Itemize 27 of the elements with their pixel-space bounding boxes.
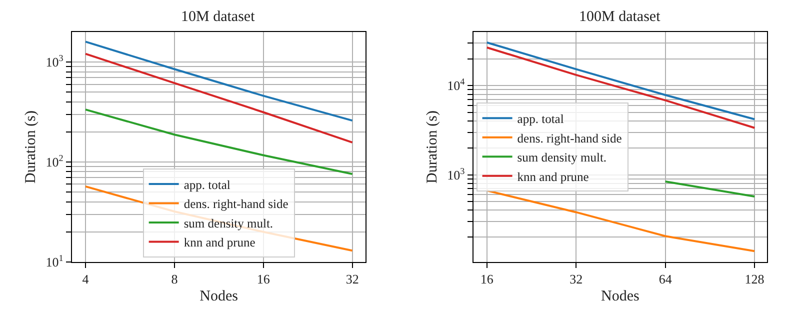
x-tick-label: 32: [570, 272, 583, 287]
y-tick-label: 10$^{1}$: [46, 253, 64, 270]
legend-label: dens. right-hand side: [517, 131, 622, 146]
x-tick-label: 8: [171, 272, 178, 287]
x-tick-label: 16: [480, 272, 494, 287]
y-axis-title: Duration (s): [23, 110, 40, 184]
legend-label: knn and prune: [517, 170, 590, 184]
y-tick-label: 10$^{2}$: [46, 153, 64, 170]
x-tick-label: 16: [256, 272, 270, 287]
x-tick-label: 32: [346, 272, 359, 287]
y-tick-label: 10$^{3}$: [46, 53, 64, 70]
y-axis-title: Duration (s): [424, 110, 440, 184]
chart-title: 10M dataset: [181, 9, 256, 25]
legend-label: knn and prune: [184, 236, 256, 250]
x-axis-title: Nodes: [601, 288, 640, 305]
y-tick-label: 10$^{4}$: [447, 76, 466, 94]
x-tick-label: 128: [744, 272, 764, 287]
legend-label: app. total: [184, 178, 231, 192]
x-tick-label: 4: [82, 272, 90, 287]
chart-title: 100M dataset: [579, 9, 662, 25]
legend-label: sum density mult.: [184, 216, 274, 230]
y-tick-label: 10$^{3}$: [447, 166, 466, 182]
legend-label: sum density mult.: [517, 150, 607, 164]
x-tick-label: 64: [658, 272, 672, 287]
x-axis-title: Nodes: [200, 288, 238, 305]
legend-label: dens. right-hand side: [184, 197, 289, 212]
legend-label: app. total: [517, 112, 564, 126]
